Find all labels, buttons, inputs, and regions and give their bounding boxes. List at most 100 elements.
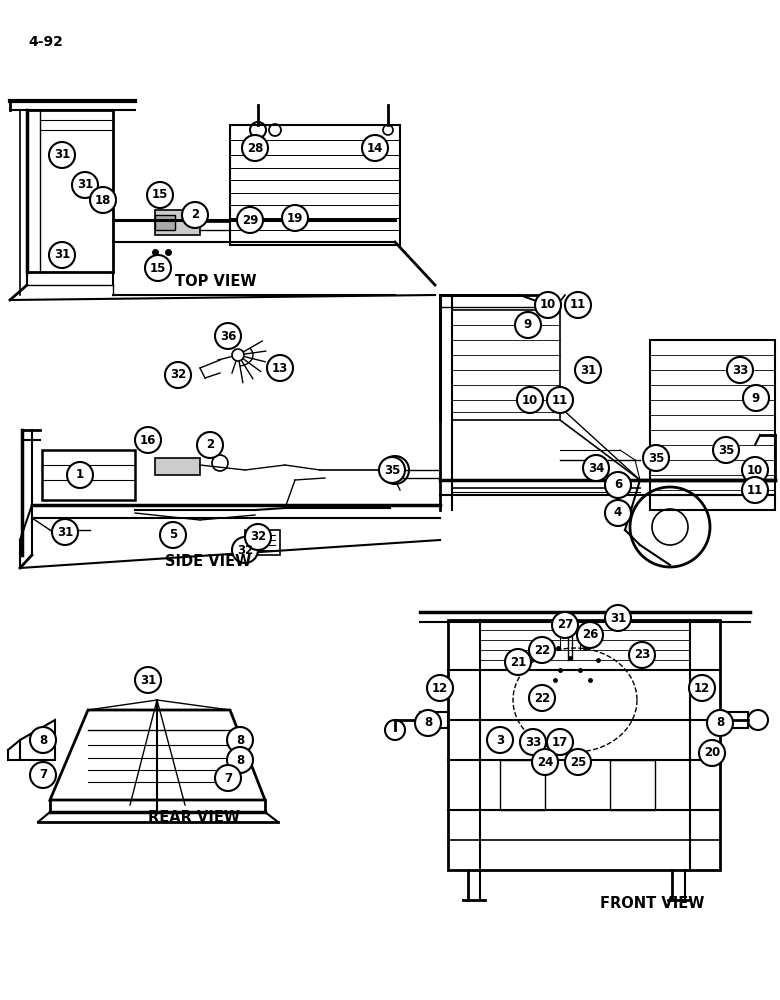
Text: 10: 10 [747, 464, 763, 477]
Text: 33: 33 [732, 363, 748, 376]
Text: 11: 11 [570, 298, 586, 312]
Circle shape [529, 637, 555, 663]
Text: 12: 12 [694, 682, 710, 694]
Circle shape [67, 462, 93, 488]
Text: 6: 6 [614, 479, 622, 491]
Text: 19: 19 [287, 212, 303, 225]
Circle shape [147, 182, 173, 208]
Text: 34: 34 [588, 462, 604, 475]
Circle shape [182, 202, 208, 228]
Text: 31: 31 [610, 611, 626, 624]
Circle shape [227, 727, 253, 753]
Text: 31: 31 [57, 526, 73, 538]
Circle shape [415, 710, 441, 736]
Text: 10: 10 [540, 298, 556, 312]
Circle shape [135, 427, 161, 453]
Text: 8: 8 [236, 734, 244, 746]
Circle shape [267, 355, 293, 381]
Text: 29: 29 [242, 214, 258, 227]
Text: 26: 26 [582, 629, 598, 642]
Circle shape [742, 457, 768, 483]
Text: 16: 16 [140, 434, 156, 446]
Text: 25: 25 [570, 756, 587, 768]
Text: 11: 11 [552, 393, 568, 406]
Circle shape [237, 207, 263, 233]
Circle shape [282, 205, 308, 231]
Text: 31: 31 [54, 248, 70, 261]
Text: SIDE VIEW: SIDE VIEW [165, 554, 251, 570]
Text: 8: 8 [39, 734, 47, 746]
Text: 35: 35 [384, 464, 400, 477]
Text: 8: 8 [236, 754, 244, 766]
Circle shape [30, 727, 56, 753]
Text: 2: 2 [206, 438, 214, 452]
Circle shape [515, 312, 541, 338]
Text: 7: 7 [224, 772, 232, 784]
Text: REAR VIEW: REAR VIEW [148, 810, 240, 826]
Text: 31: 31 [140, 674, 156, 686]
Text: 4: 4 [614, 506, 622, 520]
Circle shape [232, 349, 244, 361]
Text: TOP VIEW: TOP VIEW [175, 274, 257, 290]
Circle shape [535, 292, 561, 318]
Circle shape [427, 675, 453, 701]
Text: 17: 17 [552, 736, 568, 748]
Circle shape [215, 323, 241, 349]
Circle shape [227, 747, 253, 773]
Circle shape [49, 142, 75, 168]
Circle shape [689, 675, 715, 701]
Text: 27: 27 [557, 618, 573, 632]
Circle shape [532, 749, 558, 775]
Circle shape [547, 729, 573, 755]
Circle shape [215, 765, 241, 791]
Circle shape [547, 387, 573, 413]
Polygon shape [155, 215, 175, 230]
Text: 5: 5 [169, 528, 177, 542]
Circle shape [232, 537, 258, 563]
Text: 22: 22 [534, 692, 550, 704]
Text: 31: 31 [77, 178, 93, 192]
Circle shape [520, 729, 546, 755]
Circle shape [629, 642, 655, 668]
Text: 31: 31 [580, 363, 596, 376]
Text: 23: 23 [634, 648, 650, 662]
Circle shape [605, 500, 631, 526]
Circle shape [72, 172, 98, 198]
Circle shape [707, 710, 733, 736]
Text: 9: 9 [524, 318, 532, 332]
Circle shape [727, 357, 753, 383]
Text: FRONT VIEW: FRONT VIEW [600, 896, 704, 910]
Text: 32: 32 [237, 544, 254, 556]
Text: 9: 9 [752, 391, 760, 404]
Circle shape [742, 477, 768, 503]
Circle shape [565, 749, 591, 775]
Text: 36: 36 [220, 330, 236, 342]
Text: 35: 35 [648, 452, 665, 464]
Text: 31: 31 [54, 148, 70, 161]
Circle shape [743, 385, 769, 411]
Text: 32: 32 [250, 530, 266, 544]
Text: 15: 15 [150, 261, 166, 274]
Circle shape [605, 605, 631, 631]
Polygon shape [155, 458, 200, 475]
Text: 28: 28 [246, 141, 263, 154]
Text: 13: 13 [272, 361, 288, 374]
Circle shape [552, 612, 578, 638]
Text: 12: 12 [432, 682, 448, 694]
Circle shape [577, 622, 603, 648]
Text: 8: 8 [716, 716, 724, 730]
Text: 18: 18 [95, 194, 112, 207]
Circle shape [30, 762, 56, 788]
Text: 3: 3 [496, 734, 504, 746]
Text: 7: 7 [39, 768, 47, 782]
Text: 32: 32 [170, 368, 186, 381]
Circle shape [245, 524, 271, 550]
Circle shape [362, 135, 388, 161]
Circle shape [379, 457, 405, 483]
Text: 11: 11 [747, 484, 763, 496]
Circle shape [605, 472, 631, 498]
Circle shape [699, 740, 725, 766]
Text: 1: 1 [76, 468, 84, 482]
Circle shape [242, 135, 268, 161]
Text: 8: 8 [424, 716, 432, 730]
